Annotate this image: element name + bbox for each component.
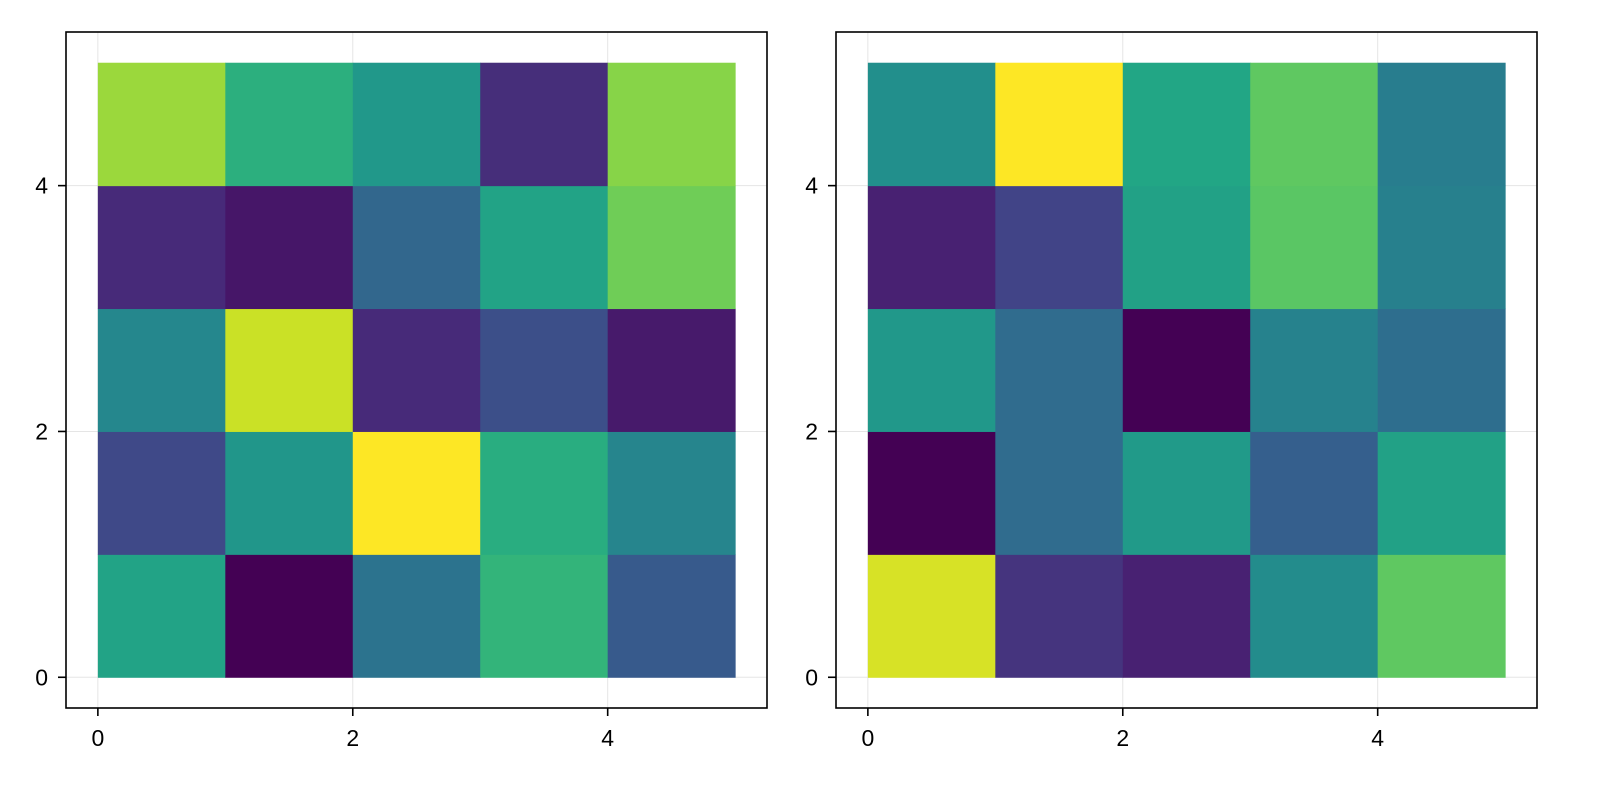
x-axis: 0 2 4 [861, 708, 1384, 751]
y-tick-label: 4 [35, 173, 48, 199]
heatmap-cell [480, 431, 609, 555]
heatmap-cell [607, 431, 736, 555]
heatmap-cell [225, 308, 354, 432]
heatmap-cell [607, 554, 736, 678]
heatmap-cell [97, 554, 226, 678]
heatmap-cell [867, 308, 996, 432]
x-tick-label: 0 [861, 725, 874, 751]
y-tick-label: 0 [35, 664, 48, 690]
heatmap-cell [225, 185, 354, 310]
heatmap-cell [1377, 185, 1506, 310]
heatmap-cell [225, 554, 354, 678]
plot-frame [835, 31, 1538, 709]
heatmap-cell [1122, 431, 1251, 555]
heatmap-cells [97, 62, 736, 678]
y-axis: 0 2 4 [35, 173, 66, 690]
heatmap-cell [1122, 185, 1251, 310]
heatmap-cell [480, 554, 609, 678]
heatmap-cell [480, 308, 609, 432]
heatmap-cell [480, 62, 609, 187]
heatmap-cell [1377, 62, 1506, 187]
heatmap-cell [225, 62, 354, 187]
heatmap-cell [1122, 554, 1251, 678]
heatmap-cell [995, 62, 1124, 187]
y-tick-label: 2 [805, 418, 818, 444]
heatmap-cell [480, 185, 609, 310]
heatmap-cell [352, 431, 481, 555]
heatmap-cell [97, 308, 226, 432]
heatmap-cell [995, 431, 1124, 555]
heatmap-cell [607, 185, 736, 310]
heatmap-cell [867, 431, 996, 555]
y-tick-label: 2 [35, 418, 48, 444]
heatmap-cell [1122, 308, 1251, 432]
heatmap-cell [97, 62, 226, 187]
heatmap-cell [867, 62, 996, 187]
x-tick-label: 4 [1371, 725, 1384, 751]
heatmap-cell [607, 62, 736, 187]
left-heatmap-panel: 0 2 4 0 2 4 [35, 31, 768, 751]
heatmap-cell [995, 308, 1124, 432]
heatmap-cell [1377, 308, 1506, 432]
right-heatmap-panel: 0 2 4 0 2 4 [805, 31, 1538, 751]
heatmap-cell [97, 431, 226, 555]
heatmap-cell [352, 554, 481, 678]
heatmap-cell [1250, 185, 1379, 310]
heatmap-cell [867, 185, 996, 310]
heatmap-cell [97, 185, 226, 310]
x-tick-label: 2 [346, 725, 359, 751]
heatmap-cell [1250, 554, 1379, 678]
x-axis: 0 2 4 [91, 708, 614, 751]
heatmap-cell [352, 185, 481, 310]
heatmap-cell [352, 308, 481, 432]
heatmap-cell [1377, 431, 1506, 555]
x-tick-label: 0 [91, 725, 104, 751]
heatmap-cell [995, 185, 1124, 310]
heatmap-cell [867, 554, 996, 678]
heatmap-cell [352, 62, 481, 187]
heatmap-cell [1377, 554, 1506, 678]
y-tick-label: 0 [805, 664, 818, 690]
heatmap-cells [867, 62, 1506, 678]
x-tick-label: 2 [1116, 725, 1129, 751]
x-tick-label: 4 [601, 725, 614, 751]
heatmap-cell [607, 308, 736, 432]
y-tick-label: 4 [805, 173, 818, 199]
y-axis: 0 2 4 [805, 173, 836, 690]
heatmap-cell [1250, 62, 1379, 187]
heatmap-cell [225, 431, 354, 555]
plot-frame [65, 31, 768, 709]
heatmap-cell [995, 554, 1124, 678]
heatmap-cell [1250, 431, 1379, 555]
heatmap-cell [1122, 62, 1251, 187]
heatmap-cell [1250, 308, 1379, 432]
